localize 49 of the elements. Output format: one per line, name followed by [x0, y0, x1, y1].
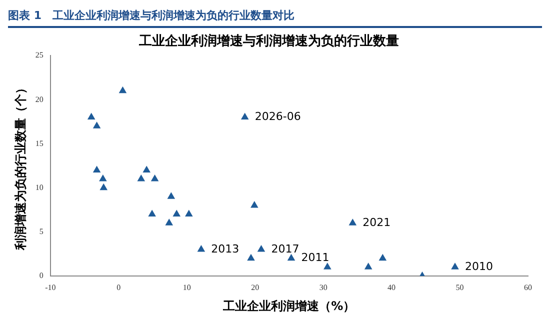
y-tick-label: 5 — [39, 227, 44, 236]
point — [88, 113, 95, 120]
point — [451, 263, 459, 270]
x-tick-label: 30 — [319, 282, 328, 292]
point — [241, 113, 248, 120]
chart-title: 工业企业利润增速与利润增速为负的行业数量 — [138, 33, 399, 50]
point — [151, 175, 158, 182]
point — [379, 254, 386, 261]
x-tick-label: 10 — [182, 282, 191, 292]
x-tick-label: 20 — [251, 282, 260, 292]
x-tick-label: 60 — [524, 282, 532, 292]
point — [143, 166, 150, 172]
point — [198, 246, 205, 252]
text: 图表 1 工业企业利润增速与利润增速为负的行业数量对比 — [8, 8, 542, 28]
point — [99, 175, 106, 182]
annotation: 2010 — [464, 260, 493, 274]
point — [119, 86, 126, 94]
point — [100, 184, 108, 190]
point — [349, 219, 356, 226]
annotation: 2021 — [362, 216, 391, 229]
point — [324, 263, 331, 270]
point — [250, 201, 258, 208]
point — [185, 210, 192, 217]
point — [166, 219, 173, 226]
point — [148, 210, 156, 217]
point — [364, 263, 372, 270]
point — [258, 246, 265, 252]
annotation: 2017 — [271, 242, 300, 256]
y-axis-title: 利润增速为负的行业数量（个） — [13, 82, 28, 251]
point — [93, 122, 100, 128]
y-tick-label: 15 — [35, 138, 44, 148]
y-tick-label: 25 — [35, 50, 44, 60]
x-tick-label: 40 — [388, 282, 396, 292]
x-tick-label: 50 — [456, 282, 464, 292]
point — [168, 192, 175, 199]
x-tick-label: -10 — [45, 282, 56, 292]
x-tick-label: 0 — [116, 282, 121, 292]
point — [93, 166, 100, 172]
annotation: 2013 — [211, 242, 240, 256]
y-tick-label: 10 — [35, 182, 44, 192]
y-tick-label: 0 — [39, 271, 44, 280]
y-tick-label: 20 — [35, 94, 44, 104]
x-axis-title: 工业企业利润增速（%） — [222, 298, 356, 313]
point — [247, 254, 255, 261]
annotation: 2011 — [301, 251, 330, 264]
annotation: 2026-06 — [254, 110, 301, 124]
point — [173, 210, 180, 217]
point — [288, 254, 295, 261]
point — [138, 175, 145, 182]
